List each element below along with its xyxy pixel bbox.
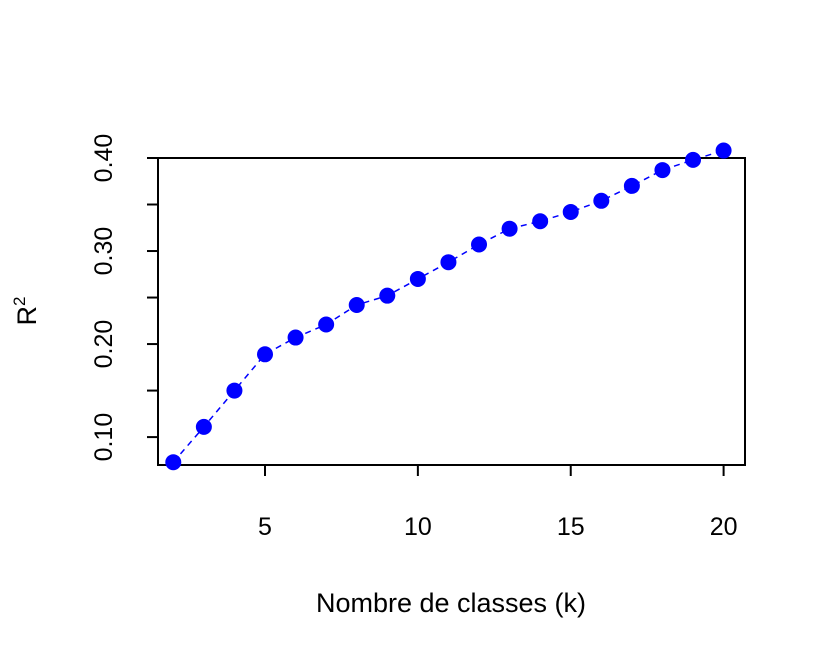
series-dashed-line xyxy=(172,149,724,463)
data-point xyxy=(562,203,579,220)
data-point xyxy=(532,213,549,230)
y-axis: 0.10 0.20 0.30 0.40 xyxy=(90,134,159,462)
y-axis-title-superscript: 2 xyxy=(10,297,29,306)
y-tick-label: 0.30 xyxy=(90,227,118,276)
data-point xyxy=(257,346,274,363)
y-tick-label: 0.40 xyxy=(90,134,118,183)
data-point xyxy=(318,316,335,333)
data-point xyxy=(471,236,488,253)
plot-box xyxy=(157,157,746,466)
data-point xyxy=(654,162,671,179)
data-point xyxy=(287,329,304,346)
x-axis-title: Nombre de classes (k) xyxy=(316,588,586,618)
data-point xyxy=(195,418,212,435)
data-point xyxy=(501,220,518,237)
data-point xyxy=(685,151,702,168)
data-point xyxy=(348,296,365,313)
x-tick-label: 15 xyxy=(557,513,585,541)
data-point xyxy=(226,382,243,399)
data-point xyxy=(593,192,610,209)
y-tick-label: 0.10 xyxy=(90,413,118,462)
data-point xyxy=(440,254,457,271)
x-tick-label: 20 xyxy=(710,513,738,541)
data-point xyxy=(165,454,182,471)
data-point xyxy=(379,287,396,304)
y-axis-title-base: R xyxy=(12,306,42,326)
y-axis-title: R2 xyxy=(10,297,42,326)
data-point xyxy=(623,177,640,194)
x-tick-label: 10 xyxy=(404,513,432,541)
data-points xyxy=(165,142,732,471)
x-axis: 5 10 15 20 xyxy=(258,464,738,541)
data-point xyxy=(715,142,732,159)
y-tick-label: 0.20 xyxy=(90,320,118,369)
x-tick-label: 5 xyxy=(258,513,272,541)
data-point xyxy=(409,270,426,287)
series-line xyxy=(172,149,724,463)
